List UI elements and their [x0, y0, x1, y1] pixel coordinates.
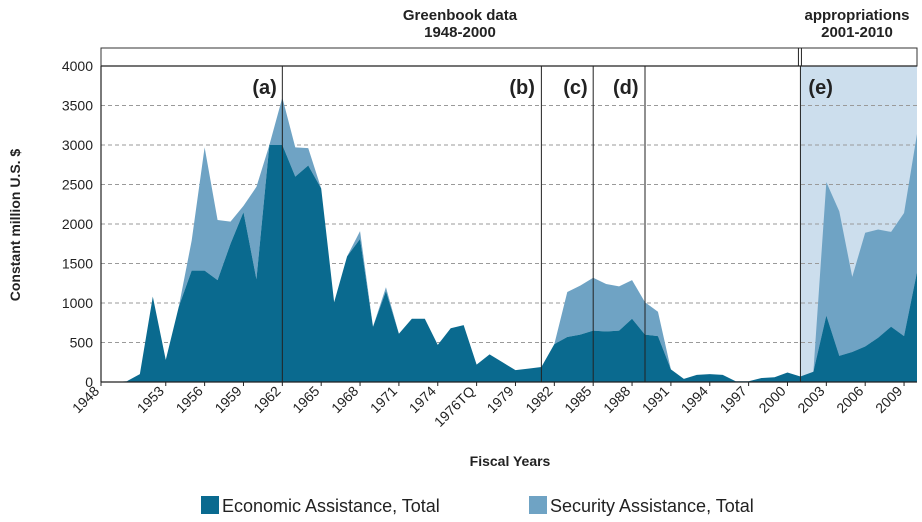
x-axis-title: Fiscal Years — [470, 453, 551, 469]
x-tick-label-1974: 1974 — [406, 383, 439, 416]
legend-swatch-security — [529, 496, 547, 514]
y-axis-title: Constant million U.S. $ — [7, 149, 23, 302]
series-area-economic — [101, 145, 917, 382]
legend: Economic Assistance, Total Security Assi… — [201, 496, 754, 516]
x-tick-label-1988: 1988 — [600, 383, 633, 416]
period-label-greenbook-line1: Greenbook data — [403, 7, 518, 24]
y-tick-label-0: 0 — [85, 374, 93, 390]
y-tick-label-1000: 1000 — [62, 295, 93, 311]
period-label-appropriations-line2: 2001-2010 — [821, 24, 893, 41]
y-tick-label-3500: 3500 — [62, 98, 93, 114]
plot-area: 0 500 1000 1500 2000 2500 3000 3500 4000 (a) (b) (c… — [62, 47, 918, 430]
divider-label-1: (b) — [509, 77, 535, 99]
x-tick-label-1985: 1985 — [561, 383, 594, 416]
period-header-band — [100, 47, 918, 67]
divider-label-2: (c) — [563, 77, 587, 99]
y-tick-label-2000: 2000 — [62, 216, 93, 232]
y-tick-label-3000: 3000 — [62, 137, 93, 153]
x-tick-label-1959: 1959 — [211, 383, 244, 416]
x-tick-label-1953: 1953 — [134, 383, 167, 416]
divider-label-4: (e) — [808, 77, 832, 99]
x-tick-label-1962: 1962 — [250, 383, 283, 416]
x-tick-label-2009: 2009 — [872, 383, 905, 416]
x-tick-label-1979: 1979 — [483, 383, 516, 416]
x-tick-label-1976TQ: 1976TQ — [431, 383, 478, 430]
divider-label-0: (a) — [252, 77, 276, 99]
x-tick-label-1991: 1991 — [639, 383, 672, 416]
y-tick-label-4000: 4000 — [62, 58, 93, 74]
x-tick-label-2003: 2003 — [794, 383, 827, 416]
period-label-greenbook-line2: 1948-2000 — [424, 24, 496, 41]
y-tick-label-1500: 1500 — [62, 256, 93, 272]
x-tick-label-1948: 1948 — [69, 383, 102, 416]
period-label-appropriations-line1: appropriations — [804, 7, 909, 24]
x-tick-label-2000: 2000 — [755, 383, 788, 416]
y-tick-label-2500: 2500 — [62, 177, 93, 193]
legend-label-security: Security Assistance, Total — [550, 496, 754, 516]
x-tick-label-1968: 1968 — [328, 383, 361, 416]
y-tick-label-500: 500 — [70, 335, 94, 351]
legend-label-economic: Economic Assistance, Total — [222, 496, 440, 516]
x-tick-label-1971: 1971 — [367, 383, 400, 416]
x-tick-label-1956: 1956 — [173, 383, 206, 416]
x-tick-label-1997: 1997 — [717, 383, 750, 416]
x-tick-label-2006: 2006 — [833, 383, 866, 416]
x-tick-label-1982: 1982 — [522, 383, 555, 416]
divider-label-3: (d) — [613, 77, 639, 99]
x-tick-label-1994: 1994 — [678, 383, 711, 416]
legend-swatch-economic — [201, 496, 219, 514]
x-tick-label-1965: 1965 — [289, 383, 322, 416]
